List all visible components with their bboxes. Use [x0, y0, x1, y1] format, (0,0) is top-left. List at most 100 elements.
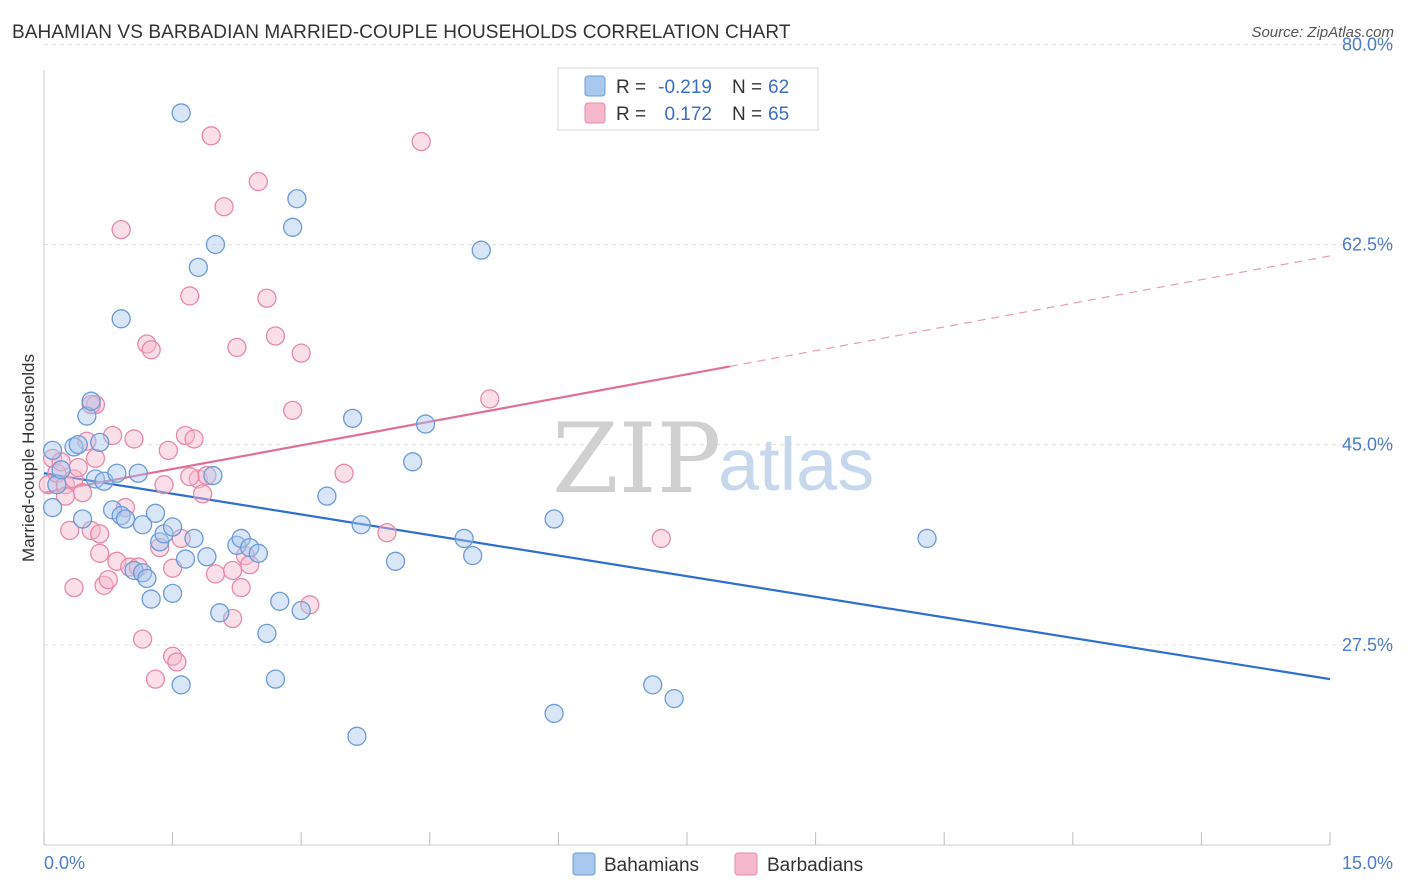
bahamian-point: [171, 103, 191, 123]
barbadian-point: [124, 429, 144, 449]
barbadian-point: [60, 520, 80, 541]
bahamian-point: [68, 435, 88, 455]
barbadian-point: [377, 523, 397, 543]
y-tick-label: 27.5%: [1342, 635, 1393, 655]
barbadian-point: [180, 286, 200, 306]
bahamian-point: [664, 688, 684, 709]
chart-title: BAHAMIAN VS BARBADIAN MARRIED-COUPLE HOU…: [12, 22, 791, 43]
barbadian-point: [291, 343, 311, 363]
barbadian-point: [248, 171, 268, 192]
barbadian-point: [90, 543, 110, 563]
bahamian-point: [317, 486, 337, 506]
x-tick-label-max: 15.0%: [1342, 853, 1393, 873]
barbadian-point: [265, 326, 286, 346]
barbadian-point: [222, 560, 243, 581]
barbadian-point: [85, 448, 106, 469]
grid-layer: [44, 43, 1393, 646]
barbadian-point: [154, 475, 174, 495]
barbadian-point: [282, 400, 303, 420]
legend-bottom-label-bahamians: Bahamians: [604, 855, 699, 876]
bahamian-point: [287, 189, 307, 209]
bahamian-point: [175, 549, 196, 569]
barbadian-point: [231, 577, 251, 598]
correlation-legend: R = -0.219 N = 62 R = 0.172 N = 65: [557, 67, 819, 131]
legend-r-label-2: R =: [616, 104, 646, 125]
watermark-zip: ZIP: [552, 403, 721, 515]
y-tick-label: 80.0%: [1342, 34, 1393, 54]
series-legend: Bahamians Barbadians: [572, 852, 863, 876]
barbadian-point: [158, 440, 178, 461]
barbadian-point: [197, 465, 217, 486]
bahamian-point: [162, 583, 183, 604]
trend-line-barbadians: [43, 365, 731, 494]
bahamian-point: [282, 217, 303, 237]
barbadian-point: [257, 288, 277, 308]
bahamian-point: [72, 509, 93, 529]
x-tick-label-min: 0.0%: [44, 853, 85, 873]
bahamian-point: [47, 475, 67, 495]
legend-n-value-1: 62: [768, 77, 789, 98]
bahamian-point: [42, 497, 63, 518]
barbadian-point: [72, 483, 93, 503]
bahamian-point: [454, 528, 474, 549]
bahamian-point: [128, 463, 148, 483]
bahamian-point: [111, 309, 131, 329]
bahamian-point: [205, 234, 226, 255]
barbadian-point: [334, 463, 354, 483]
barbadian-point: [651, 528, 671, 549]
bahamian-point: [188, 257, 208, 278]
bahamian-point: [385, 551, 406, 571]
bahamian-point: [265, 669, 286, 689]
bahamian-point: [184, 528, 204, 549]
bahamian-point: [51, 460, 71, 480]
legend-n-label-2: N =: [732, 104, 762, 125]
legend-swatch-barbadians: [584, 102, 606, 124]
bahamian-point: [544, 703, 564, 724]
bahamian-point: [463, 545, 483, 566]
legend-bottom-swatch-barbadians: [734, 852, 758, 876]
barbadian-point: [111, 219, 131, 240]
legend-n-label-1: N =: [732, 77, 762, 98]
legend-r-label-1: R =: [616, 77, 646, 98]
bahamian-point: [270, 591, 290, 612]
bahamian-point: [137, 568, 157, 589]
bahamian-point: [171, 675, 191, 695]
bahamian-point: [132, 515, 153, 535]
bahamian-point: [342, 408, 363, 428]
barbadian-point: [141, 340, 161, 360]
barbadian-point: [90, 524, 110, 544]
barbadian-point: [98, 569, 118, 590]
bahamian-point: [248, 543, 268, 563]
bahamian-point: [544, 509, 564, 529]
barbadian-point: [167, 652, 187, 672]
bahamian-point: [257, 623, 277, 644]
bahamians-points: [42, 103, 937, 746]
barbadian-point: [192, 484, 213, 504]
bahamian-point: [145, 503, 166, 523]
barbadian-point: [205, 564, 226, 584]
bahamian-point: [141, 589, 161, 609]
bahamian-point: [107, 463, 127, 483]
watermark-atlas: atlas: [718, 423, 874, 506]
legend-bottom-swatch-bahamians: [572, 852, 596, 876]
barbadian-point: [64, 577, 84, 598]
tick-labels: 0.0% 15.0% 27.5% 45.0% 62.5% 80.0%: [44, 34, 1393, 873]
bahamian-point: [351, 515, 371, 535]
barbadian-point: [214, 197, 234, 217]
barbadian-point: [68, 457, 88, 478]
barbadian-point: [145, 669, 166, 689]
barbadian-point: [132, 629, 153, 649]
bahamian-point: [471, 240, 491, 260]
bahamian-point: [197, 547, 217, 567]
bahamian-point: [917, 528, 937, 549]
barbadian-point: [411, 131, 431, 152]
bahamian-point: [42, 440, 63, 461]
trend-line-extension-barbadians: [729, 255, 1331, 368]
source-credit: Source: ZipAtlas.com: [1251, 24, 1394, 41]
y-tick-label: 45.0%: [1342, 435, 1393, 455]
bahamian-point: [415, 414, 436, 434]
bahamian-point: [210, 603, 230, 623]
barbadian-point: [184, 429, 204, 449]
barbadian-point: [227, 337, 247, 358]
bahamian-point: [643, 675, 663, 695]
